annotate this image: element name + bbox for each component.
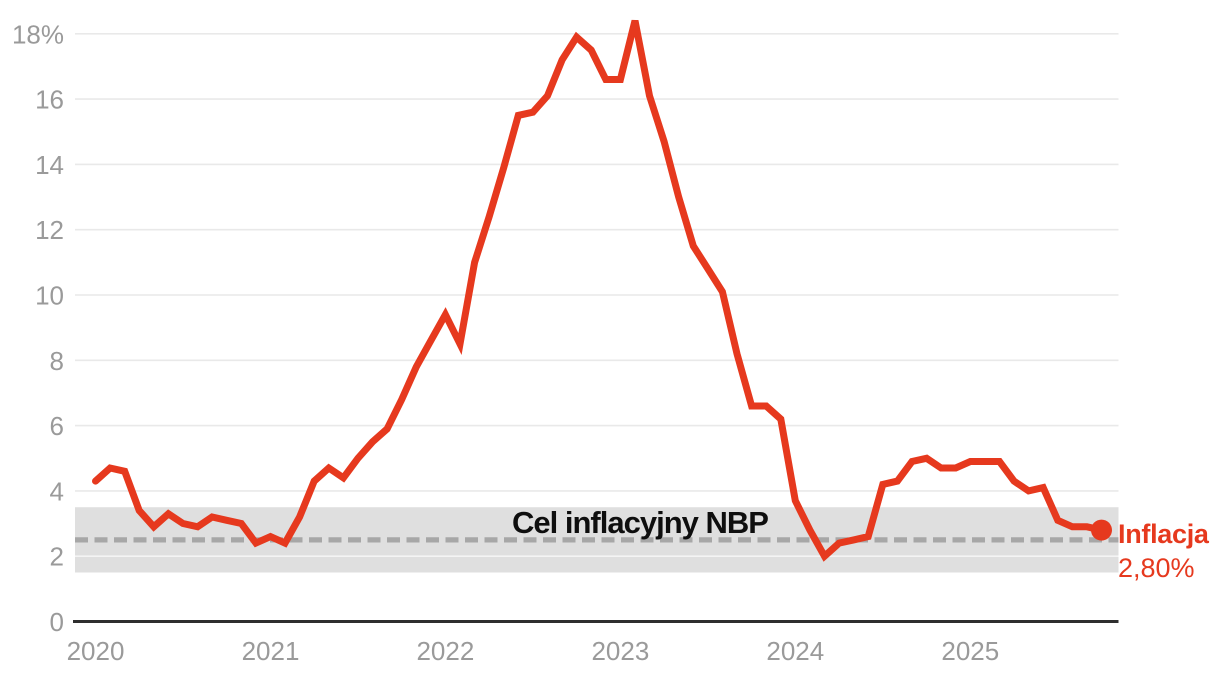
y-tick-label-4: 4 — [50, 476, 64, 506]
target-band-label: Cel inflacyjny NBP — [512, 505, 768, 540]
y-tick-label-16: 16 — [35, 85, 64, 115]
x-tick-label-2020: 2020 — [67, 636, 125, 666]
x-tick-label-2025: 2025 — [941, 636, 999, 666]
y-tick-label-0: 0 — [50, 607, 64, 637]
series-end-value: 2,80% — [1118, 553, 1195, 583]
y-tick-label-6: 6 — [50, 411, 64, 441]
gridlines — [75, 32, 1119, 558]
x-tick-label-2022: 2022 — [416, 636, 474, 666]
y-tick-label-18: 18% — [12, 19, 64, 49]
inflation-line — [92, 19, 1105, 562]
y-tick-label-10: 10 — [35, 281, 64, 311]
x-axis-labels: 2020 2021 2022 2023 2024 2025 — [67, 636, 1000, 666]
y-axis-labels: 18% 16 14 12 10 8 6 4 2 0 — [12, 19, 64, 637]
y-tick-label-8: 8 — [50, 346, 64, 376]
y-tick-label-14: 14 — [35, 150, 64, 180]
x-tick-label-2021: 2021 — [242, 636, 300, 666]
y-tick-label-2: 2 — [50, 542, 64, 572]
series-end-label: Inflacja — [1118, 519, 1210, 549]
series-end-dot — [1091, 519, 1112, 541]
x-tick-label-2023: 2023 — [591, 636, 649, 666]
y-tick-label-12: 12 — [35, 215, 64, 245]
x-tick-label-2024: 2024 — [766, 636, 824, 666]
